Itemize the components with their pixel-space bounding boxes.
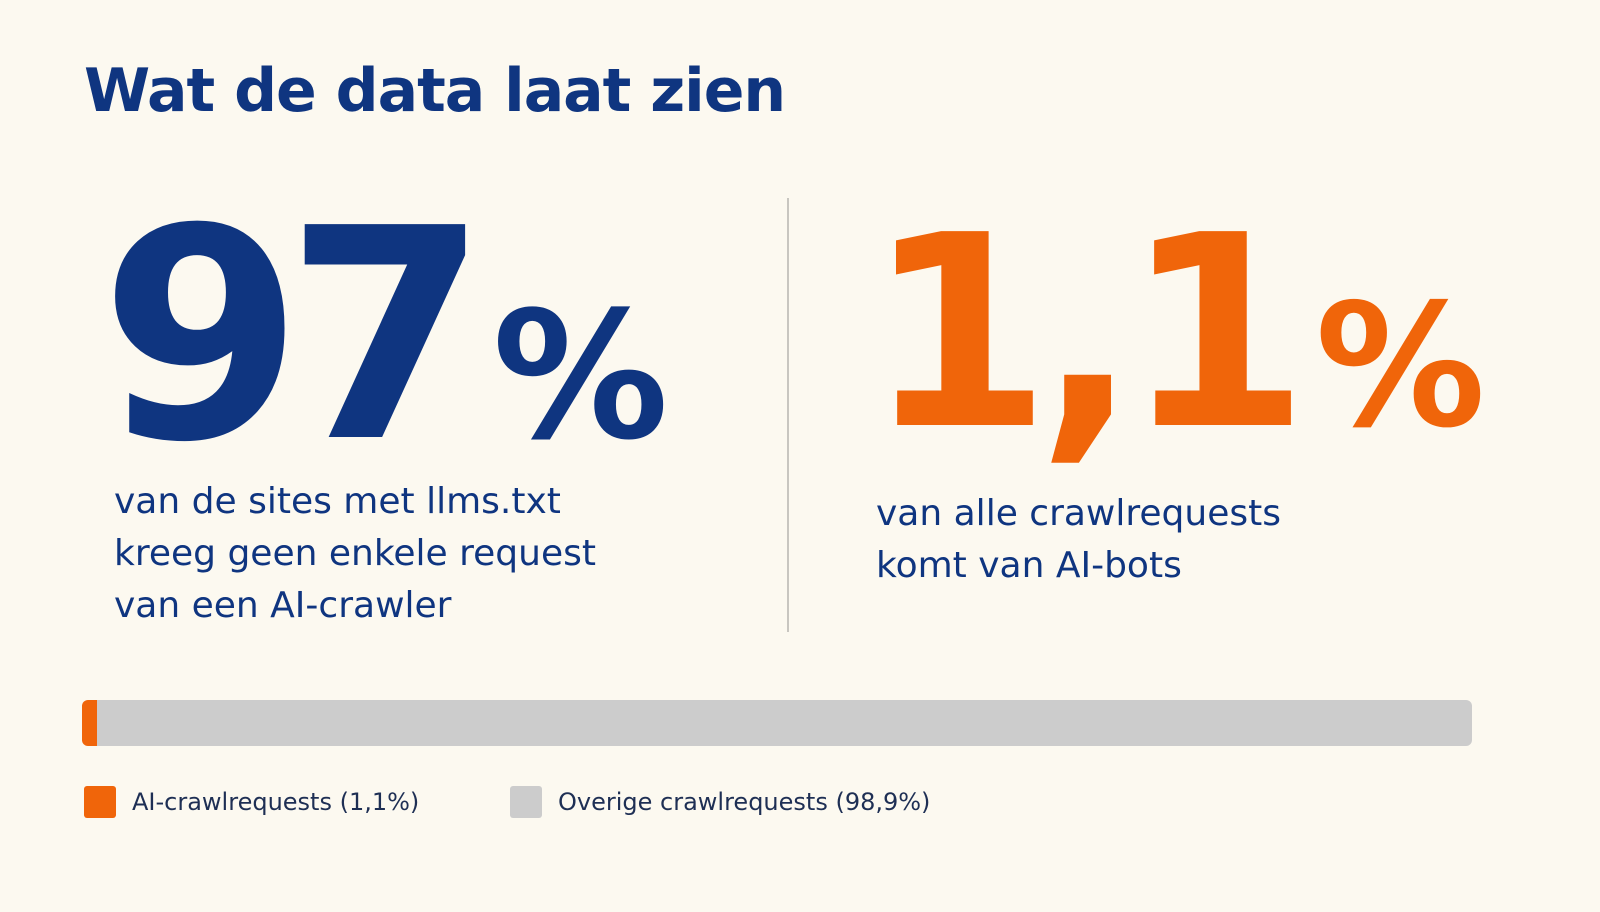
crawl-share-bar <box>82 700 1472 746</box>
legend-item-ai: AI-crawlrequests (1,1%) <box>84 786 419 818</box>
stat-right-caption: van alle crawlrequests komt van AI-bots <box>876 488 1396 592</box>
stat-right-number: 1,1 <box>866 178 1309 488</box>
stat-left-caption-line-1: van de sites met llms.txt <box>114 481 561 522</box>
stat-left-caption-line-2: kreeg geen enkele request <box>114 533 596 574</box>
stat-97-percent: 97 % <box>100 190 669 482</box>
bar-segment-other <box>97 700 1472 746</box>
stat-right-percent-sign: % <box>1315 268 1486 466</box>
legend-swatch-other <box>510 786 542 818</box>
legend-item-other: Overige crawlrequests (98,9%) <box>510 786 930 818</box>
bar-segment-ai <box>82 700 98 746</box>
legend-swatch-ai <box>84 786 116 818</box>
stat-right-caption-line-2: komt van AI-bots <box>876 545 1182 586</box>
stat-left-percent-sign: % <box>492 274 669 479</box>
stat-right-caption-line-1: van alle crawlrequests <box>876 493 1281 534</box>
legend-label-ai: AI-crawlrequests (1,1%) <box>132 788 420 816</box>
stat-left-caption: van de sites met llms.txt kreeg geen enk… <box>114 476 674 632</box>
page-title: Wat de data laat zien <box>84 56 786 126</box>
stat-left-number: 97 <box>100 166 488 506</box>
vertical-divider <box>787 198 789 632</box>
legend-label-other: Overige crawlrequests (98,9%) <box>558 788 931 816</box>
stat-left-caption-line-3: van een AI-crawler <box>114 585 452 626</box>
stat-1-1-percent: 1,1 % <box>866 200 1486 466</box>
